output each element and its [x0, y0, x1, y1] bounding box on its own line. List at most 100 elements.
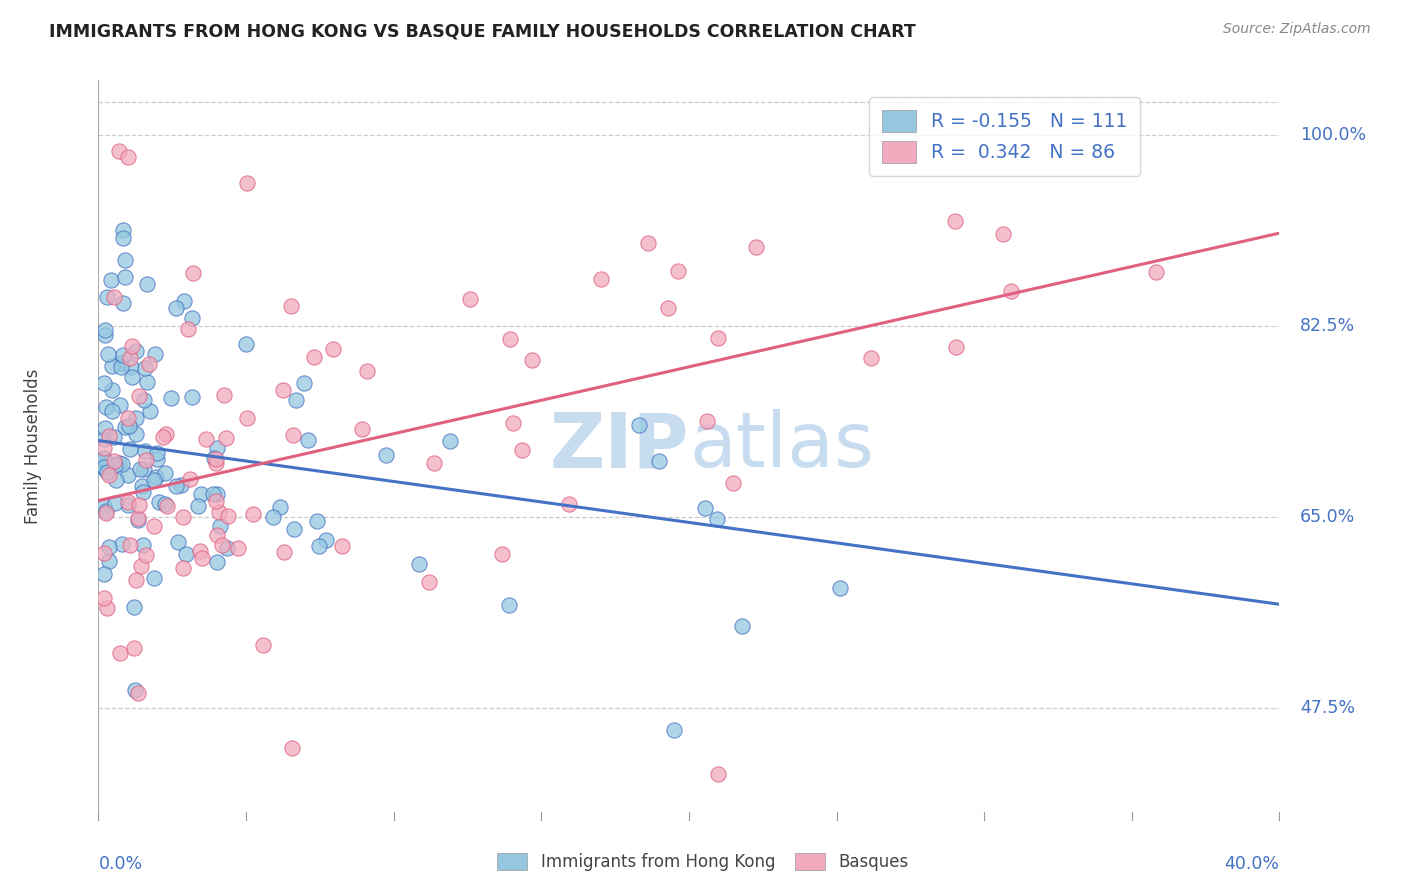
- Point: [217, 508, 239, 523]
- Point: [117, 410, 139, 425]
- Point: [101, 404, 124, 418]
- Point: [131, 479, 153, 493]
- Point: [305, 515, 328, 529]
- Point: [97, 347, 120, 361]
- Point: [285, 393, 308, 408]
- Point: [94, 328, 117, 343]
- Point: [96, 290, 118, 304]
- Point: [262, 510, 284, 524]
- Point: [94, 323, 117, 337]
- Point: [104, 473, 127, 487]
- Point: [945, 340, 967, 354]
- Point: [628, 418, 651, 433]
- Point: [111, 223, 134, 237]
- Point: [322, 343, 344, 357]
- Point: [202, 451, 225, 466]
- Point: [172, 509, 194, 524]
- Text: ZIP: ZIP: [550, 409, 689, 483]
- Point: [104, 458, 127, 472]
- Point: [142, 571, 165, 585]
- Point: [280, 299, 302, 313]
- Point: [135, 453, 157, 467]
- Point: [125, 343, 148, 358]
- Point: [292, 376, 315, 391]
- Point: [707, 766, 730, 780]
- Point: [281, 427, 304, 442]
- Point: [201, 487, 224, 501]
- Point: [860, 351, 883, 365]
- Point: [114, 269, 136, 284]
- Point: [129, 558, 152, 573]
- Point: [589, 271, 612, 285]
- Point: [136, 277, 159, 291]
- Point: [96, 465, 118, 479]
- Point: [134, 361, 156, 376]
- Point: [103, 453, 125, 467]
- Point: [132, 392, 155, 407]
- Point: [117, 498, 139, 512]
- Point: [439, 434, 461, 448]
- Point: [120, 538, 142, 552]
- Point: [110, 360, 132, 375]
- Legend: R = -0.155   N = 111, R =  0.342   N = 86: R = -0.155 N = 111, R = 0.342 N = 86: [869, 97, 1140, 176]
- Text: 40.0%: 40.0%: [1225, 855, 1279, 873]
- Point: [101, 359, 124, 374]
- Point: [167, 535, 190, 549]
- Point: [207, 505, 229, 519]
- Point: [103, 289, 125, 303]
- Point: [236, 411, 259, 425]
- Point: [228, 541, 250, 555]
- Point: [637, 235, 659, 250]
- Point: [1144, 265, 1167, 279]
- Point: [94, 421, 117, 435]
- Point: [706, 512, 728, 526]
- Point: [418, 574, 440, 589]
- Point: [156, 499, 179, 513]
- Point: [155, 466, 177, 480]
- Point: [181, 310, 204, 325]
- Point: [96, 601, 118, 615]
- Point: [93, 450, 115, 465]
- Point: [190, 551, 212, 566]
- Point: [648, 454, 671, 468]
- Point: [153, 497, 176, 511]
- Point: [124, 682, 146, 697]
- Point: [93, 452, 115, 467]
- Point: [111, 348, 134, 362]
- Point: [135, 548, 157, 562]
- Point: [120, 442, 142, 456]
- Point: [664, 723, 686, 737]
- Point: [93, 591, 115, 606]
- Point: [103, 430, 125, 444]
- Point: [132, 461, 155, 475]
- Point: [205, 528, 228, 542]
- Point: [112, 296, 135, 310]
- Point: [143, 519, 166, 533]
- Point: [181, 266, 204, 280]
- Point: [125, 426, 148, 441]
- Point: [408, 557, 430, 571]
- Point: [558, 497, 581, 511]
- Point: [252, 638, 274, 652]
- Point: [146, 446, 169, 460]
- Point: [108, 398, 131, 412]
- Point: [132, 537, 155, 551]
- Text: 65.0%: 65.0%: [1301, 508, 1355, 526]
- Point: [179, 472, 201, 486]
- Point: [93, 376, 115, 391]
- Point: [205, 487, 228, 501]
- Point: [242, 508, 264, 522]
- Point: [693, 500, 716, 515]
- Point: [350, 422, 373, 436]
- Point: [114, 252, 136, 267]
- Point: [215, 431, 238, 445]
- Point: [177, 322, 200, 336]
- Point: [108, 456, 131, 470]
- Point: [512, 442, 534, 457]
- Point: [212, 387, 235, 401]
- Point: [723, 475, 745, 490]
- Point: [205, 456, 228, 470]
- Point: [132, 485, 155, 500]
- Point: [94, 504, 117, 518]
- Point: [98, 467, 121, 482]
